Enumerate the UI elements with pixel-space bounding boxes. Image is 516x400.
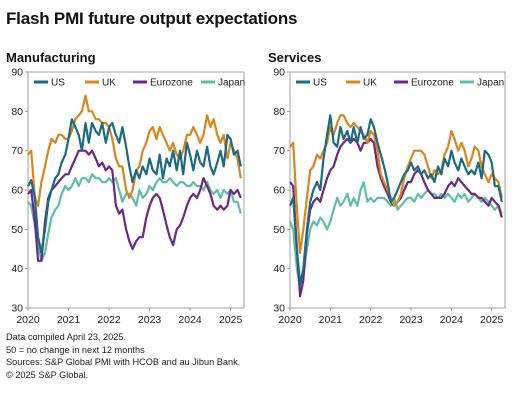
- panel-title-services: Services: [268, 50, 322, 65]
- services-xtick-label: 2020: [278, 314, 302, 326]
- manufacturing-ytick-label: 90: [11, 67, 23, 79]
- manufacturing-ytick-label: 60: [11, 185, 23, 197]
- manufacturing-xtick-label: 2025: [219, 314, 243, 326]
- services-ytick-label: 80: [273, 106, 285, 118]
- note-sources: Sources: S&P Global PMI with HCOB and au…: [6, 357, 241, 368]
- panel-title-manufacturing: Manufacturing: [6, 50, 96, 65]
- charts-canvas: 30 40 50 60 70 80 90 2020 2021 2022 2023 2024 2025 US…: [11, 67, 506, 326]
- manufacturing-xtick-label: 2024: [178, 314, 202, 326]
- services-xtick-label: 2024: [440, 314, 464, 326]
- manufacturing-legend-label-us: US: [51, 78, 65, 89]
- manufacturing-xtick-label: 2020: [16, 314, 40, 326]
- manufacturing-ytick-label: 70: [11, 145, 23, 157]
- services-legend-label-us: US: [313, 78, 327, 89]
- services-ytick-label: 30: [273, 303, 285, 315]
- manufacturing-series-eurozone: [27, 149, 242, 262]
- services-ytick-label: 50: [273, 224, 285, 236]
- services-legend-label-japan: Japan: [477, 78, 504, 89]
- manufacturing-series-uk: [27, 94, 242, 207]
- services-legend-label-uk: UK: [363, 78, 377, 89]
- manufacturing-series-japan: [27, 173, 242, 262]
- services-legend-label-eurozone: Eurozone: [411, 78, 454, 89]
- manufacturing-xtick-label: 2022: [97, 314, 121, 326]
- services-xtick-label: 2022: [359, 314, 383, 326]
- services-series-us: [288, 114, 503, 286]
- chart-title: Flash PMI future output expectations: [6, 9, 298, 28]
- note-threshold: 50 = no change in next 12 months: [6, 344, 145, 355]
- services-xtick-label: 2021: [319, 314, 343, 326]
- manufacturing-legend-label-uk: UK: [102, 78, 116, 89]
- manufacturing-legend-label-japan: Japan: [218, 78, 245, 89]
- note-copyright: © 2025 S&P Global.: [6, 369, 89, 380]
- services-ytick-label: 60: [273, 185, 285, 197]
- services-ytick-label: 70: [273, 145, 285, 157]
- manufacturing-xtick-label: 2021: [57, 314, 81, 326]
- manufacturing-series-us: [27, 118, 242, 254]
- services-ytick-label: 90: [273, 67, 285, 79]
- manufacturing-ytick-label: 40: [11, 263, 23, 275]
- services-xtick-label: 2023: [399, 314, 423, 326]
- manufacturing-ytick-label: 50: [11, 224, 23, 236]
- note-date: Data compiled April 23, 2025.: [6, 332, 127, 342]
- source-notes: Data compiled April 23, 2025. 50 = no ch…: [6, 331, 240, 381]
- manufacturing-xtick-label: 2023: [138, 314, 162, 326]
- manufacturing-ytick-label: 80: [11, 106, 23, 118]
- services-ytick-label: 40: [273, 263, 285, 275]
- manufacturing-ytick-label: 30: [11, 303, 23, 315]
- services-xtick-label: 2025: [480, 314, 504, 326]
- manufacturing-legend-label-eurozone: Eurozone: [150, 78, 193, 89]
